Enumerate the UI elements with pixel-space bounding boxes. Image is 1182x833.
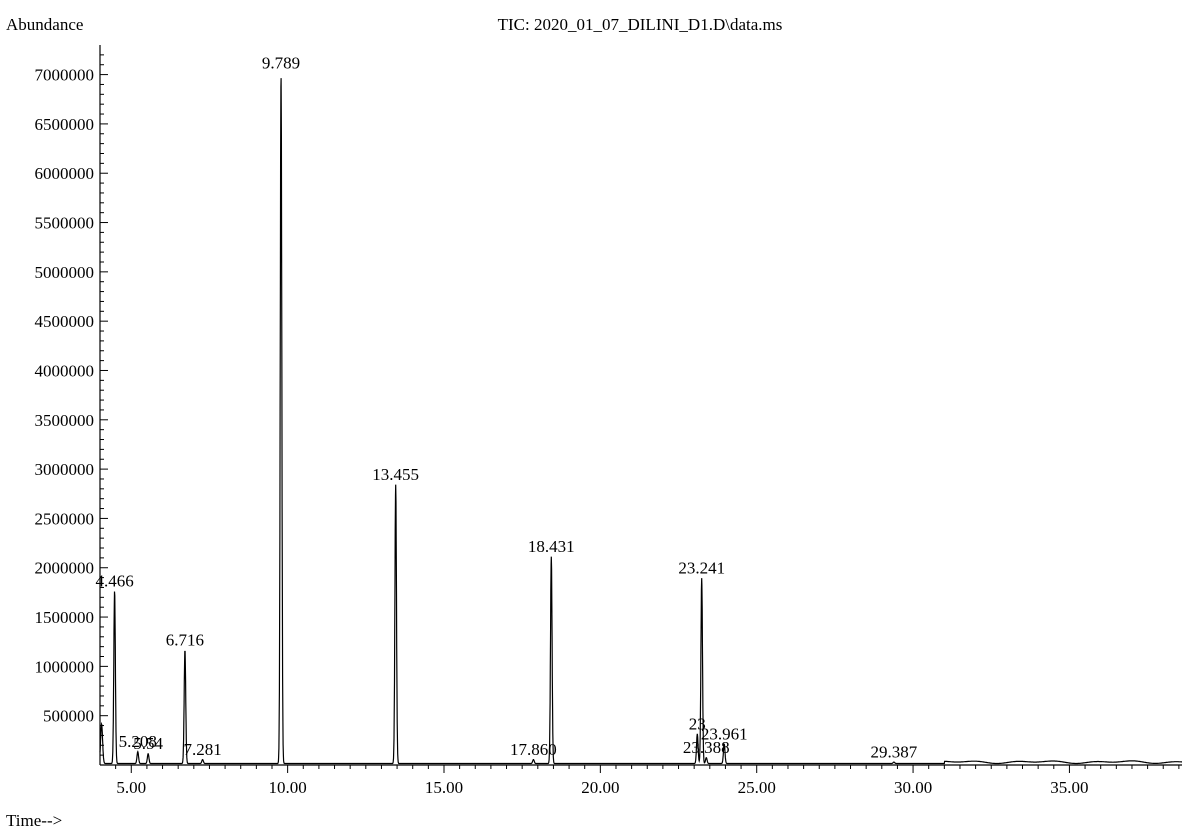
peak-label: 7.281	[183, 740, 221, 759]
peak-label: 29.387	[871, 743, 918, 762]
chart-title: TIC: 2020_01_07_DILINI_D1.D\data.ms	[498, 15, 783, 34]
y-tick-label: 500000	[43, 707, 94, 726]
peak-label: 5.208	[119, 732, 157, 751]
peak-label: 23.961	[701, 724, 748, 743]
x-tick-label: 25.00	[738, 778, 776, 797]
x-tick-label: 35.00	[1050, 778, 1088, 797]
y-tick-label: 4000000	[35, 361, 95, 380]
y-tick-label: 1500000	[35, 608, 95, 627]
y-tick-label: 5500000	[35, 214, 95, 233]
y-tick-label: 3500000	[35, 411, 95, 430]
peak-label: 23.241	[678, 559, 725, 578]
peak-label: 6.716	[166, 631, 204, 650]
peak-label: 23.388	[683, 738, 730, 757]
x-axis-label: Time-->	[6, 811, 62, 830]
peak-label: 23	[689, 714, 706, 733]
peak-label: 13.455	[372, 465, 419, 484]
x-ticks: 5.00 10.00 15.00 20.00 25.00 30.00 35.00	[115, 765, 1180, 797]
y-axis-label: Abundance	[6, 15, 83, 34]
y-tick-label: 2000000	[35, 559, 95, 578]
peak-label: 9.789	[262, 54, 300, 73]
x-tick-label: 30.00	[894, 778, 932, 797]
axes	[99, 45, 1182, 766]
tic-trace	[99, 78, 1182, 765]
peak-label: 17.860	[510, 740, 557, 759]
y-tick-label: 5000000	[35, 263, 95, 282]
y-tick-label: 6000000	[35, 164, 95, 183]
y-tick-label: 4500000	[35, 312, 95, 331]
y-ticks: 500000 1000000 1500000 2000000 2500000 300000…	[35, 54, 108, 756]
peak-label: 18.431	[528, 537, 575, 556]
x-tick-label: 5.00	[116, 778, 146, 797]
x-tick-label: 20.00	[581, 778, 619, 797]
y-tick-label: 2500000	[35, 509, 95, 528]
y-tick-label: 7000000	[35, 66, 95, 85]
peak-label: 5.54	[133, 734, 163, 753]
y-tick-label: 1000000	[35, 657, 95, 676]
x-tick-label: 15.00	[425, 778, 463, 797]
x-tick-label: 10.00	[269, 778, 307, 797]
peak-label: 4.466	[95, 571, 133, 590]
y-tick-label: 6500000	[35, 115, 95, 134]
y-tick-label: 3000000	[35, 460, 95, 479]
